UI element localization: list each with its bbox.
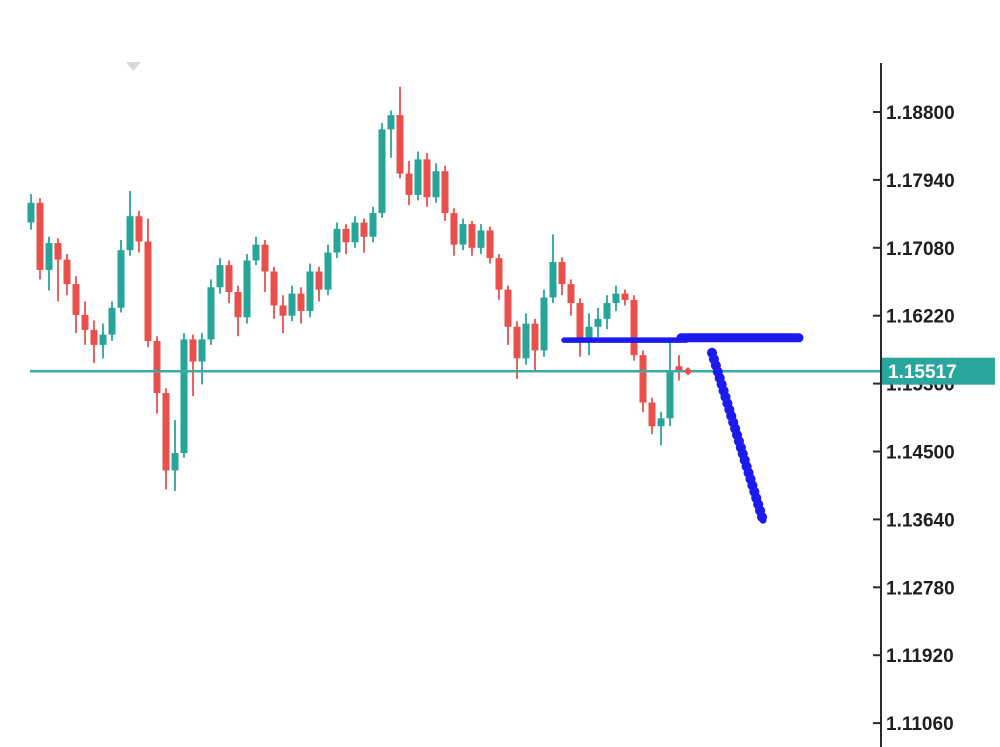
current-price-badge: 1.15517 (882, 357, 995, 385)
price-tick-label: 1.11920 (886, 646, 954, 667)
candle (405, 160, 413, 206)
price-tick-label: 1.12780 (886, 578, 955, 599)
candles-layer (27, 86, 683, 491)
candle (639, 350, 647, 413)
candle (648, 397, 656, 435)
candle (225, 260, 233, 304)
candle (306, 263, 314, 318)
candle (459, 218, 467, 251)
price-axis[interactable]: 1.188001.179401.170801.162201.153601.145… (873, 63, 955, 747)
candle (108, 301, 116, 341)
candle (252, 236, 260, 266)
candle (657, 412, 665, 446)
candle (612, 285, 620, 311)
candle (198, 333, 206, 385)
candle (207, 279, 215, 345)
candle (441, 165, 449, 221)
candle (522, 313, 530, 365)
candle (216, 258, 224, 294)
candle (504, 285, 512, 345)
price-tick-label: 1.17080 (886, 239, 955, 260)
candle (81, 301, 89, 345)
candle (180, 333, 188, 458)
bid-price-marker (683, 366, 693, 376)
candle (414, 151, 422, 201)
current-price-value: 1.15517 (888, 362, 957, 383)
candle (270, 266, 278, 319)
price-tick-label: 1.14500 (886, 443, 955, 464)
candle (153, 336, 161, 414)
candle (288, 285, 296, 322)
candle (540, 289, 548, 357)
candle (360, 218, 368, 253)
price-tick-label: 1.11060 (886, 714, 954, 735)
candle (351, 216, 359, 248)
candle (495, 254, 503, 300)
candle (585, 313, 593, 356)
price-tick-label: 1.13640 (886, 510, 955, 531)
candle (261, 239, 269, 293)
candle (63, 254, 71, 296)
candle (243, 254, 251, 324)
candle (126, 190, 134, 256)
candle (297, 287, 305, 324)
candle (90, 320, 98, 364)
candle (450, 208, 458, 256)
candle (558, 257, 566, 296)
candle (675, 355, 683, 381)
candle (378, 123, 386, 218)
candle (45, 236, 53, 291)
candle (396, 86, 404, 179)
annotations-layer[interactable] (561, 333, 804, 526)
candle (603, 295, 611, 330)
candle (567, 279, 575, 316)
candle (315, 266, 323, 302)
candle (144, 218, 152, 348)
candle (234, 285, 242, 337)
price-tick-label: 1.16220 (886, 307, 955, 328)
candle (594, 307, 602, 338)
candle (387, 110, 395, 158)
candle (621, 289, 629, 306)
candle (630, 295, 638, 361)
candle (324, 244, 332, 296)
candle (486, 226, 494, 264)
candle (117, 239, 125, 313)
candle (369, 206, 377, 243)
candle (576, 298, 584, 357)
trendline-diagonal-bead-texture (707, 347, 768, 526)
candle (477, 224, 485, 255)
candle (36, 198, 44, 280)
price-tick-label: 1.17940 (886, 171, 955, 192)
candle (432, 163, 440, 203)
candle (54, 238, 62, 302)
candle (279, 295, 287, 334)
candle (468, 220, 476, 256)
candle (27, 194, 35, 230)
candle (531, 318, 539, 371)
candle (72, 276, 80, 334)
candle (549, 234, 557, 304)
candle (99, 323, 107, 359)
candle (666, 342, 674, 427)
candle (513, 321, 521, 379)
current-price-line-layer (30, 366, 881, 376)
candle (423, 153, 431, 207)
candle (135, 210, 143, 253)
candle (162, 388, 170, 490)
down-arrow-marker[interactable] (126, 62, 141, 71)
candle (171, 419, 179, 491)
candle (333, 222, 341, 259)
price-tick-label: 1.18800 (886, 103, 955, 124)
candle (342, 224, 350, 255)
candle (189, 334, 197, 397)
